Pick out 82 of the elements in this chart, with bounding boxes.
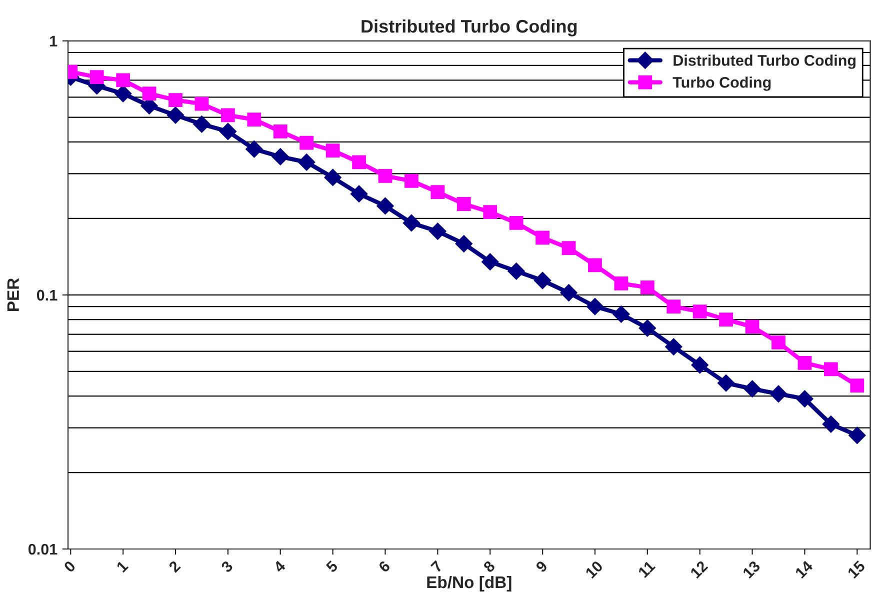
- point: [798, 356, 812, 370]
- point: [536, 230, 550, 245]
- legend-label: Turbo Coding: [672, 76, 771, 91]
- point: [247, 112, 262, 127]
- x-tick-label: 10: [584, 560, 604, 579]
- point: [586, 298, 604, 316]
- x-tick-label: 4: [272, 560, 286, 574]
- point: [246, 140, 263, 158]
- point: [455, 235, 472, 252]
- point: [402, 214, 420, 232]
- point: [273, 124, 288, 138]
- x-tick-label: 3: [220, 560, 234, 574]
- point: [640, 280, 654, 294]
- point: [324, 168, 342, 186]
- point: [378, 169, 392, 183]
- point: [850, 378, 864, 392]
- point: [272, 148, 289, 166]
- point: [376, 197, 394, 214]
- point: [772, 336, 786, 350]
- point: [90, 70, 104, 84]
- point: [193, 116, 210, 133]
- point: [219, 122, 236, 140]
- x-tick-label: 11: [638, 560, 656, 578]
- point: [300, 136, 314, 150]
- point: [194, 96, 209, 111]
- point: [350, 185, 368, 202]
- chart-title: Distributed Turbo Coding: [362, 19, 577, 36]
- point: [404, 174, 418, 188]
- point: [562, 241, 576, 255]
- point: [166, 106, 184, 124]
- point: [692, 304, 707, 319]
- point: [588, 258, 602, 272]
- point: [142, 86, 156, 101]
- point: [482, 253, 499, 270]
- point: [456, 197, 471, 211]
- point: [824, 362, 838, 376]
- point: [509, 216, 524, 230]
- point: [508, 262, 525, 280]
- point: [429, 222, 446, 240]
- x-tick-label: 2: [168, 560, 181, 573]
- point: [718, 374, 735, 392]
- x-tick-label: 0: [63, 560, 76, 573]
- x-tick-label: 13: [742, 560, 761, 579]
- point: [116, 73, 130, 88]
- point: [298, 154, 316, 171]
- point: [691, 356, 708, 374]
- point: [483, 205, 498, 219]
- x-tick-label: 1: [116, 560, 129, 573]
- point: [326, 144, 340, 158]
- point: [745, 320, 760, 334]
- x-tick-label: 6: [378, 560, 391, 573]
- x-tick-label: 8: [482, 560, 496, 574]
- y-tick-label: 1: [50, 36, 58, 46]
- point: [848, 426, 866, 444]
- point: [534, 272, 552, 290]
- x-tick-label: 7: [430, 560, 443, 573]
- x-axis-title: Eb/No [dB]: [427, 576, 512, 592]
- point: [770, 385, 788, 402]
- x-tick-label: 9: [535, 560, 548, 573]
- y-axis-title: PER: [7, 278, 19, 311]
- y-tick-label: 0.1: [36, 290, 58, 301]
- point: [665, 338, 682, 356]
- point: [220, 108, 235, 122]
- point: [822, 416, 840, 433]
- point: [430, 185, 445, 200]
- x-tick-label: 14: [794, 560, 814, 579]
- y-tick-label: 0.01: [28, 544, 58, 555]
- x-tick-label: 5: [326, 560, 338, 574]
- legend-label: Distributed Turbo Coding: [674, 54, 856, 69]
- point: [560, 284, 578, 302]
- point: [614, 276, 628, 290]
- point: [796, 390, 814, 408]
- point: [168, 93, 182, 107]
- x-tick-label: 12: [690, 560, 708, 579]
- point: [612, 306, 630, 323]
- point: [666, 300, 681, 314]
- x-tick-label: 15: [847, 560, 866, 579]
- point: [114, 85, 132, 102]
- point: [638, 320, 656, 337]
- point: [744, 380, 761, 398]
- point: [352, 155, 366, 170]
- point: [719, 312, 734, 326]
